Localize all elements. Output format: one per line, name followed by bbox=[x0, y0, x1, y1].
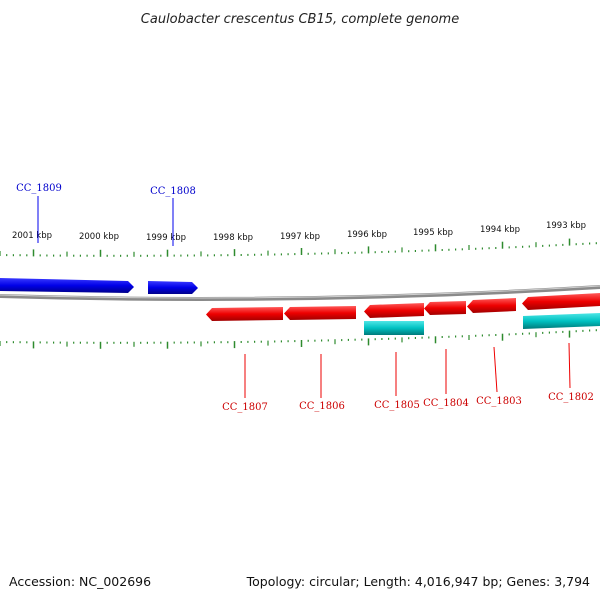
gene-label-cc1803[interactable]: CC_1803 bbox=[476, 396, 522, 407]
tick-label-1996: 1996 kbp bbox=[347, 230, 387, 240]
tick-label-1998: 1998 kbp bbox=[213, 233, 253, 243]
gene-label-cc1807[interactable]: CC_1807 bbox=[222, 402, 268, 413]
gene-arrow-cc1804[interactable] bbox=[424, 301, 466, 315]
gene-label-cc1809[interactable]: CC_1809 bbox=[16, 183, 62, 194]
gene-arrow-cc1803[interactable] bbox=[467, 298, 516, 313]
tick-label-1997: 1997 kbp bbox=[280, 232, 320, 242]
tick-label-1995: 1995 kbp bbox=[413, 228, 453, 238]
gene-label-cc1802[interactable]: CC_1802 bbox=[548, 392, 594, 403]
gene-label-cc1804[interactable]: CC_1804 bbox=[423, 398, 469, 409]
genome-summary-text: Topology: circular; Length: 4,016,947 bp… bbox=[246, 574, 590, 589]
label-connectors bbox=[37, 196, 571, 398]
tick-label-2001: 2001 kbp bbox=[12, 231, 52, 241]
gene-arrow-cc1805[interactable] bbox=[364, 303, 424, 318]
tick-row-lower bbox=[0, 329, 597, 349]
gene-label-cc1805[interactable]: CC_1805 bbox=[374, 400, 420, 411]
gene-label-cc1806[interactable]: CC_1806 bbox=[299, 401, 345, 412]
gene-labels: CC_1809 CC_1808 CC_1807 CC_1806 CC_1805 … bbox=[16, 183, 594, 413]
gene-arrow-cc1808[interactable] bbox=[148, 281, 198, 294]
tick-label-1999: 1999 kbp bbox=[146, 233, 186, 243]
gene-arrow-cc1807[interactable] bbox=[206, 307, 283, 321]
tick-label-1993: 1993 kbp bbox=[546, 221, 586, 231]
tick-label-2000: 2000 kbp bbox=[79, 232, 119, 242]
other-features bbox=[364, 313, 600, 335]
gene-arrow-cc1802[interactable] bbox=[522, 293, 600, 310]
forward-genes bbox=[0, 278, 198, 294]
gene-arrow-cc1809[interactable] bbox=[0, 278, 134, 293]
tick-row-upper bbox=[0, 238, 597, 257]
backbone bbox=[0, 285, 600, 301]
tick-label-1994: 1994 kbp bbox=[480, 225, 520, 235]
reverse-genes bbox=[206, 293, 600, 321]
feature-box-2[interactable] bbox=[523, 313, 600, 329]
gene-arrow-cc1806[interactable] bbox=[284, 306, 356, 320]
gene-label-cc1808[interactable]: CC_1808 bbox=[150, 186, 196, 197]
accession-text: Accession: NC_002696 bbox=[9, 574, 151, 589]
feature-box-1[interactable] bbox=[364, 321, 424, 335]
map-title: Caulobacter crescentus CB15, complete ge… bbox=[141, 12, 459, 27]
scale-labels: 2001 kbp 2000 kbp 1999 kbp 1998 kbp 1997… bbox=[12, 221, 586, 243]
